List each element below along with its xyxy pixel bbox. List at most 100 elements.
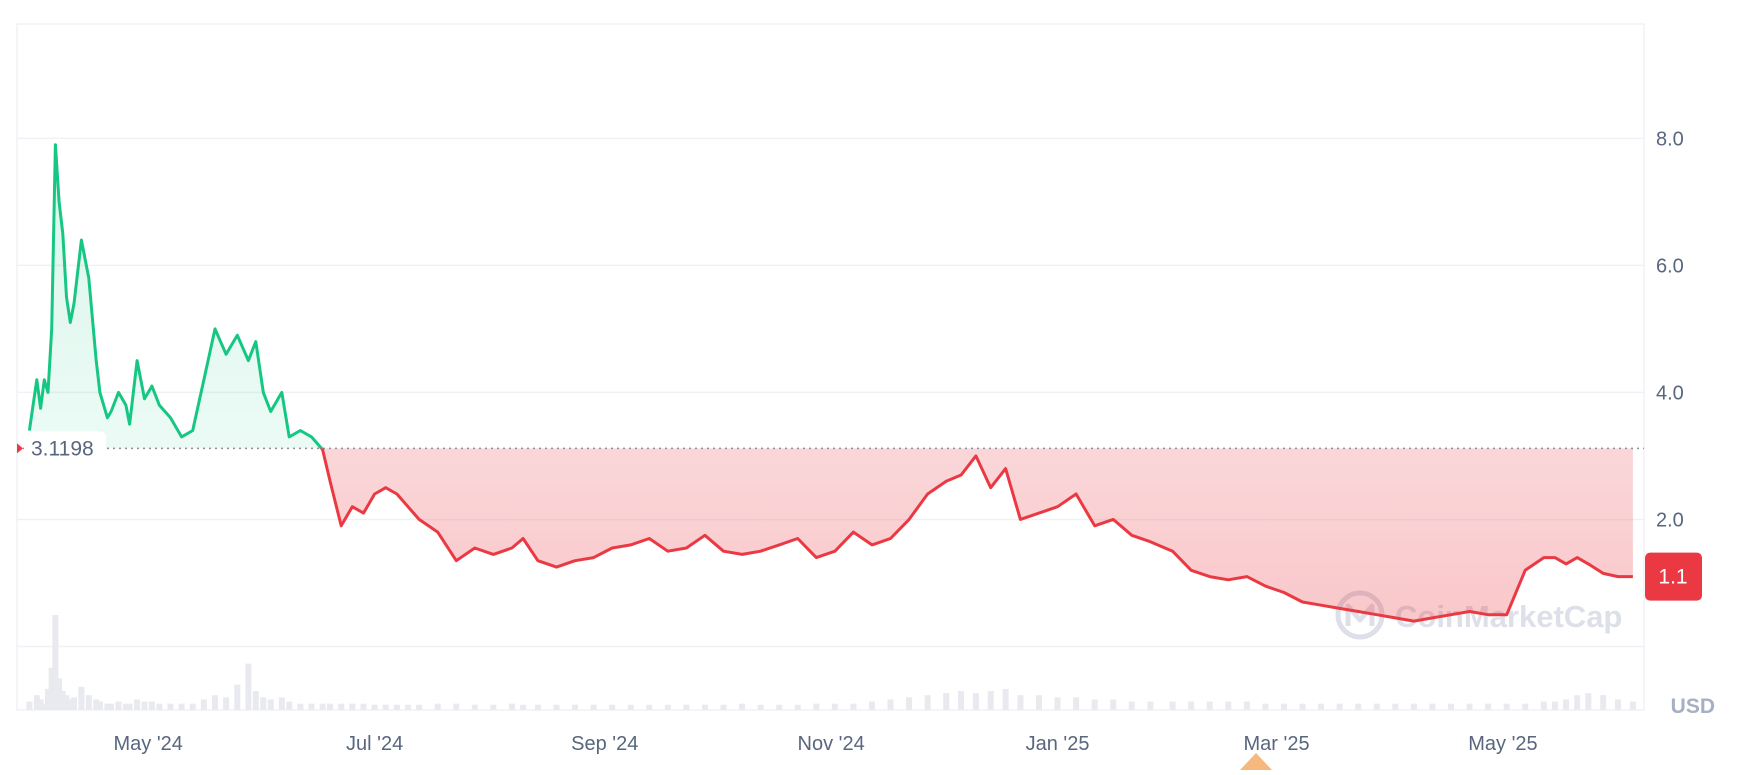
y-axis: 2.0 4.0 6.0 8.0 — [1656, 128, 1684, 531]
volume-bar — [664, 704, 671, 710]
volume-bar — [1355, 703, 1362, 710]
volume-bar — [1262, 703, 1269, 710]
volume-bar — [78, 686, 85, 710]
volume-bar — [701, 704, 708, 710]
volume-bar — [416, 704, 423, 710]
x-tick-label: Sep '24 — [571, 733, 638, 755]
volume-bar — [1091, 699, 1098, 710]
volume-bar — [590, 704, 597, 710]
volume-bar — [683, 704, 690, 710]
volume-bar — [327, 703, 334, 710]
volume-bar — [958, 691, 965, 710]
current-price-badge — [1645, 552, 1702, 601]
volume-bar — [943, 693, 950, 710]
volume-bar — [1002, 688, 1009, 710]
x-tick-label: Mar '25 — [1244, 733, 1310, 755]
volume-bar — [520, 704, 527, 710]
x-tick-label: Nov '24 — [798, 733, 865, 755]
price-line-above-baseline[interactable] — [27, 143, 1633, 621]
volume-bar — [70, 697, 77, 710]
volume-bar — [234, 684, 241, 710]
volume-bar — [104, 703, 111, 710]
volume-bar — [1373, 703, 1380, 710]
volume-bar — [553, 704, 560, 710]
volume-bar — [1017, 695, 1024, 710]
volume-bar — [252, 691, 259, 710]
volume-bar — [1225, 701, 1232, 710]
volume-bar — [1280, 703, 1287, 710]
volume-bar — [1629, 701, 1636, 710]
scroll-indicator-icon[interactable] — [1240, 753, 1272, 770]
price-line-below-baseline[interactable] — [29, 145, 1633, 623]
volume-bar — [93, 699, 100, 710]
volume-bar — [126, 703, 133, 710]
volume-bar — [1615, 699, 1622, 710]
volume-bar — [1540, 701, 1547, 710]
volume-bar — [26, 701, 33, 710]
current-price-text: 1.1 — [1658, 566, 1687, 589]
volume-bar — [1206, 701, 1213, 710]
area-fill-below-baseline — [321, 448, 1633, 622]
volume-bar — [1447, 703, 1454, 710]
volume-bar — [278, 697, 285, 710]
volume-bar — [141, 701, 148, 710]
volume-bar — [739, 703, 746, 710]
volume-bar — [245, 663, 252, 710]
volume-bar — [319, 703, 326, 710]
volume-bar — [338, 703, 345, 710]
volume-bar — [1318, 703, 1325, 710]
baseline-label-text: 3.1198 — [31, 437, 94, 460]
volume-bar — [850, 703, 857, 710]
volume-bar — [776, 704, 783, 710]
volume-bar — [297, 703, 304, 710]
volume-bar — [887, 699, 894, 710]
volume-bar — [720, 704, 727, 710]
volume-bar — [360, 703, 367, 710]
volume-bar — [212, 695, 219, 710]
volume-bar — [434, 703, 441, 710]
volume-bar — [1485, 703, 1492, 710]
volume-bar — [200, 699, 207, 710]
volume-bar — [33, 695, 40, 710]
volume-bar — [534, 704, 541, 710]
volume-bar — [508, 703, 515, 710]
volume-bar — [37, 699, 44, 710]
volume-bar — [1243, 701, 1250, 710]
volume-bar — [609, 704, 616, 710]
volume-bar — [48, 667, 55, 710]
volume-bar — [1169, 701, 1176, 710]
volume-bar — [1392, 703, 1399, 710]
volume-bar — [1563, 699, 1570, 710]
volume-bar — [115, 701, 122, 710]
volume-bar — [972, 693, 979, 710]
y-tick-label: 6.0 — [1656, 255, 1684, 277]
volume-bar — [1585, 693, 1592, 710]
volume-bar — [85, 695, 92, 710]
volume-bar — [1073, 697, 1080, 710]
volume-bar — [572, 704, 579, 710]
y-tick-label: 2.0 — [1656, 509, 1684, 531]
volume-bar — [813, 703, 820, 710]
volume-bar — [59, 691, 66, 710]
x-tick-label: May '25 — [1468, 733, 1537, 755]
volume-bar — [1188, 701, 1195, 710]
volume-bar — [1429, 703, 1436, 710]
volume-bar — [189, 703, 196, 710]
volume-bar — [1299, 703, 1306, 710]
volume-bar — [627, 704, 634, 710]
volume-bar — [96, 701, 103, 710]
volume-bar — [794, 704, 801, 710]
volume-bar — [67, 699, 74, 710]
current-price-tag: 1.1 — [1645, 552, 1702, 601]
volume-bar — [1600, 695, 1607, 710]
volume-bar — [1110, 699, 1117, 710]
volume-bar — [1410, 703, 1417, 710]
volume-bar — [260, 697, 267, 710]
volume-bar — [349, 703, 356, 710]
volume-bars — [26, 615, 1636, 710]
volume-bar — [286, 701, 293, 710]
baseline-label-background — [24, 431, 106, 464]
x-tick-label: Jan '25 — [1026, 733, 1090, 755]
